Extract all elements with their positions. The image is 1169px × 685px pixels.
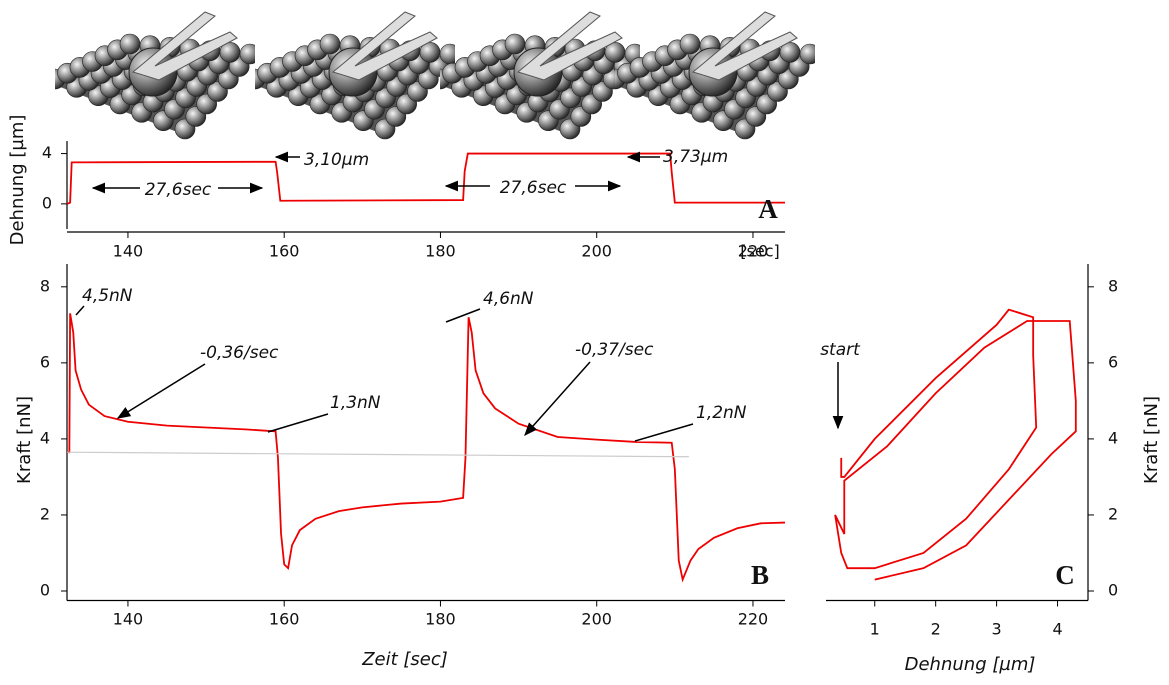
annotation-arrow bbox=[525, 362, 590, 435]
annotation-arrow bbox=[446, 309, 480, 322]
page: 14016018020022004Dehnung [µm][sec]A3,10µ… bbox=[0, 0, 1169, 685]
x-axis-title: [sec] bbox=[740, 242, 779, 261]
annotation: -0,36/sec bbox=[200, 343, 279, 363]
y-tick-label: 4 bbox=[42, 143, 52, 162]
annotation: start bbox=[820, 340, 861, 360]
data-line bbox=[67, 313, 785, 579]
y-axis-title: Kraft [nN] bbox=[14, 396, 35, 484]
annotation: -0,37/sec bbox=[575, 340, 654, 360]
annotation: 1,3nN bbox=[330, 393, 381, 413]
y-tick-label: 0 bbox=[1108, 580, 1118, 599]
x-tick-label: 3 bbox=[992, 620, 1002, 639]
annotation: 4,6nN bbox=[483, 289, 534, 309]
panel-label: B bbox=[751, 560, 769, 590]
annotation-arrow bbox=[118, 364, 205, 418]
x-tick-label: 160 bbox=[269, 610, 300, 629]
y-tick-label: 2 bbox=[40, 504, 50, 523]
y-tick-label: 6 bbox=[1108, 352, 1118, 371]
y-tick-label: 4 bbox=[40, 428, 50, 447]
annotation: 1,2nN bbox=[696, 403, 747, 423]
x-tick-label: 140 bbox=[113, 610, 144, 629]
x-tick-label: 140 bbox=[113, 242, 144, 261]
x-tick-label: 4 bbox=[1052, 620, 1062, 639]
annotation: 27,6sec bbox=[145, 180, 212, 200]
x-tick-label: 200 bbox=[581, 242, 612, 261]
annotation: 3,73µm bbox=[663, 147, 728, 167]
y-tick-label: 6 bbox=[40, 352, 50, 371]
annotation-arrow bbox=[268, 414, 328, 432]
x-tick-label: 220 bbox=[738, 610, 769, 629]
y-axis-title: Kraft [nN] bbox=[1141, 396, 1162, 484]
x-tick-label: 200 bbox=[581, 610, 612, 629]
panel-label: A bbox=[758, 194, 778, 224]
x-tick-label: 2 bbox=[931, 620, 941, 639]
y-tick-label: 0 bbox=[40, 580, 50, 599]
x-axis-title: Zeit [sec] bbox=[361, 649, 448, 670]
panel-label: C bbox=[1055, 560, 1075, 590]
illustration bbox=[45, 12, 820, 139]
x-tick-label: 180 bbox=[425, 242, 456, 261]
annotation-arrow bbox=[76, 306, 84, 315]
y-tick-label: 0 bbox=[42, 193, 52, 212]
x-tick-label: 180 bbox=[425, 610, 456, 629]
annotation: 27,6sec bbox=[500, 178, 567, 198]
annotation: 3,10µm bbox=[304, 150, 369, 170]
y-tick-label: 2 bbox=[1108, 504, 1118, 523]
data-line bbox=[67, 452, 689, 457]
x-axis-title: Dehnung [µm] bbox=[905, 654, 1036, 675]
y-axis-title: Dehnung [µm] bbox=[7, 115, 28, 246]
x-tick-label: 1 bbox=[870, 620, 880, 639]
y-tick-label: 4 bbox=[1108, 428, 1118, 447]
x-tick-label: 160 bbox=[269, 242, 300, 261]
y-tick-label: 8 bbox=[40, 276, 50, 295]
annotation: 4,5nN bbox=[82, 286, 133, 306]
figure: 14016018020022004Dehnung [µm][sec]A3,10µ… bbox=[0, 0, 1169, 681]
data-line bbox=[835, 310, 1076, 580]
annotation-arrow bbox=[635, 424, 693, 441]
y-tick-label: 8 bbox=[1108, 276, 1118, 295]
